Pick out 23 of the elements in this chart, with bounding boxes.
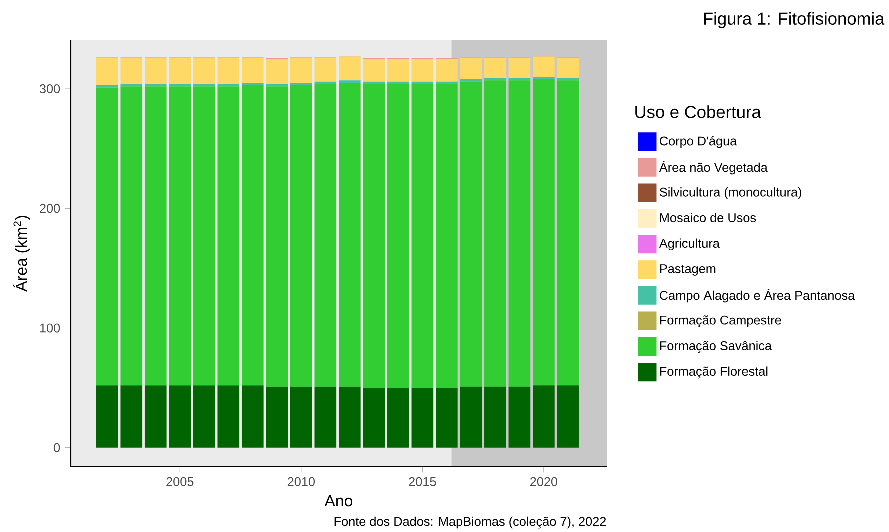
- x-tick-label: 2010: [288, 477, 315, 486]
- legend-label: Pastagem: [660, 264, 716, 276]
- legend-label: Corpo D'água: [660, 136, 738, 148]
- x-tick-label: 2015: [409, 477, 436, 486]
- source-note: Fonte dos Dados: MapBiomas (coleção 7), 2022: [334, 516, 606, 529]
- legend-label: Agricultura: [659, 238, 720, 251]
- legend-title: Uso e Cobertura: [636, 106, 762, 118]
- text: Figura 1: Fitofisionomia: [704, 12, 885, 28]
- legend-label: Mosaico de Usos: [660, 213, 756, 222]
- legend-label: Silvicultura (monocultura): [660, 188, 802, 200]
- x-axis-title: Ano: [324, 496, 353, 507]
- legend-label: Campo Alagado e Área Pantanosa: [660, 289, 856, 303]
- legend-label: Formação Savânica: [660, 341, 772, 354]
- x-tick-label: 2005: [166, 477, 194, 486]
- x-tick-label: 2020: [530, 477, 558, 486]
- y-tick-label: 300: [40, 84, 60, 94]
- legend-label: Formação Florestal: [660, 366, 768, 379]
- legend-label: Área não Vegetada: [659, 161, 768, 175]
- y-tick-label: 200: [40, 204, 60, 214]
- y-axis-title: Área (km$^{2}$): [13, 216, 30, 292]
- y-tick-label: 0: [54, 443, 60, 452]
- legend-label: Formação Campestre: [660, 316, 782, 328]
- y-tick-label: 100: [40, 324, 60, 333]
